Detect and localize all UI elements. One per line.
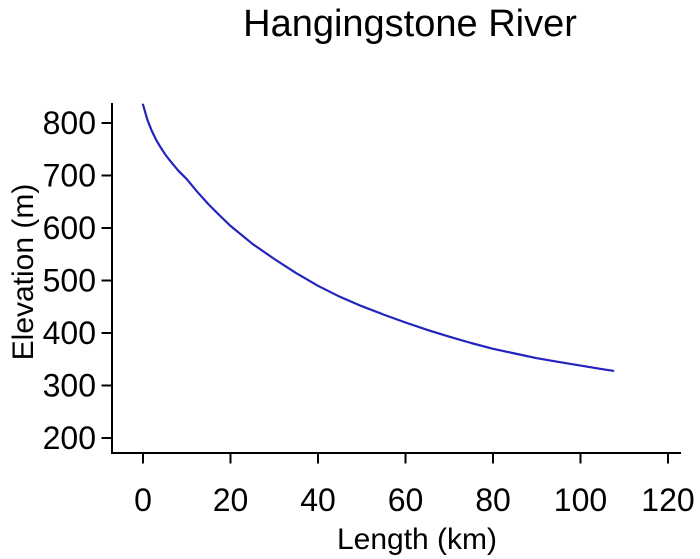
- x-tick-label: 120: [641, 482, 694, 518]
- tick-marks: [101, 122, 669, 464]
- x-axis-label: Length (km): [337, 523, 497, 556]
- y-tick-label: 700: [43, 158, 96, 194]
- tick-labels: 200 300 400 500 600 700 800 0 20 40 60 80 100 120: [43, 105, 695, 518]
- x-tick-label: 0: [134, 482, 152, 518]
- x-tick-label: 100: [554, 482, 607, 518]
- y-tick-label: 300: [43, 368, 96, 404]
- y-tick-label: 200: [43, 420, 96, 456]
- y-tick-label: 600: [43, 210, 96, 246]
- x-tick-label: 60: [388, 482, 424, 518]
- axis-lines: [111, 103, 681, 454]
- chart-title: Hangingstone River: [243, 3, 577, 45]
- data-series: [141, 103, 615, 372]
- y-tick-label: 800: [43, 105, 96, 141]
- x-tick-label: 40: [300, 482, 336, 518]
- x-tick-label: 80: [475, 482, 511, 518]
- y-tick-label: 400: [43, 315, 96, 351]
- y-tick-label: 500: [43, 263, 96, 299]
- river-profile-line: [141, 103, 615, 372]
- y-axis-label: Elevation (m): [7, 184, 40, 361]
- x-tick-label: 20: [213, 482, 249, 518]
